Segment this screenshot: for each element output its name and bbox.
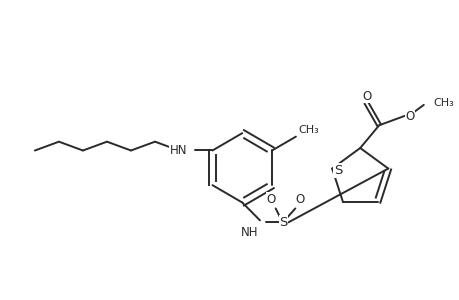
Text: S: S (279, 216, 287, 229)
Text: HN: HN (169, 144, 186, 157)
Text: O: O (295, 193, 304, 206)
Text: CH₃: CH₃ (433, 98, 453, 108)
Text: S: S (333, 164, 341, 177)
Text: O: O (362, 89, 371, 103)
Text: O: O (404, 110, 414, 123)
Text: O: O (266, 193, 275, 206)
Text: NH: NH (241, 226, 258, 239)
Text: CH₃: CH₃ (298, 124, 319, 135)
